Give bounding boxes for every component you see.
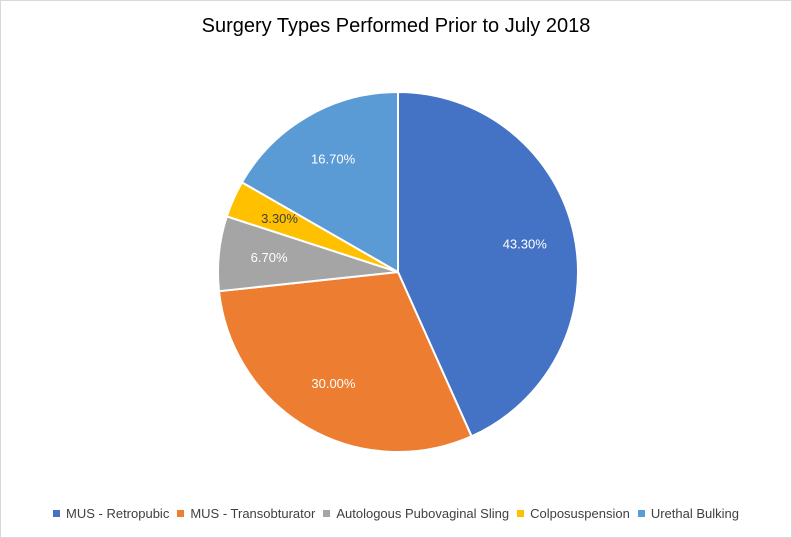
data-label-urethal-bulking: 16.70% <box>311 151 356 166</box>
pie-chart: 43.30% 30.00% 6.70% 3.30% 16.70% <box>217 91 579 453</box>
legend-swatch <box>637 510 645 517</box>
legend-label: Autologous Pubovaginal Sling <box>336 506 510 521</box>
pie-slice-mus-transobturator <box>218 271 473 453</box>
pie-slice-mus-retropubic <box>397 91 579 438</box>
legend: MUS - Retropubic MUS - Transobturator Auto… <box>1 506 791 521</box>
legend-swatch <box>323 510 331 517</box>
data-label-autologous-pubovaginal-sling: 6.70% <box>251 250 288 265</box>
legend-swatch <box>517 510 525 517</box>
legend-swatch <box>177 510 185 517</box>
legend-item-mus-retropubic: MUS - Retropubic <box>53 506 169 521</box>
legend-item-mus-transobturator: MUS - Transobturator <box>177 506 315 521</box>
data-label-colposuspension: 3.30% <box>261 211 298 226</box>
legend-label: Colposuspension <box>530 506 630 521</box>
data-label-mus-transobturator: 30.00% <box>311 376 356 391</box>
legend-item-urethal-bulking: Urethal Bulking <box>637 506 739 521</box>
chart-title: Surgery Types Performed Prior to July 20… <box>201 15 591 37</box>
legend-label: MUS - Retropubic <box>66 506 170 521</box>
legend-item-autologous-pubovaginal-sling: Autologous Pubovaginal Sling <box>323 506 509 521</box>
legend-label: MUS - Transobturator <box>190 506 316 521</box>
legend-label: Urethal Bulking <box>650 506 739 521</box>
legend-swatch <box>53 510 61 517</box>
legend-item-colposuspension: Colposuspension <box>517 506 630 521</box>
pie-slice-urethal-bulking <box>240 91 399 273</box>
data-label-mus-retropubic: 43.30% <box>503 236 548 251</box>
